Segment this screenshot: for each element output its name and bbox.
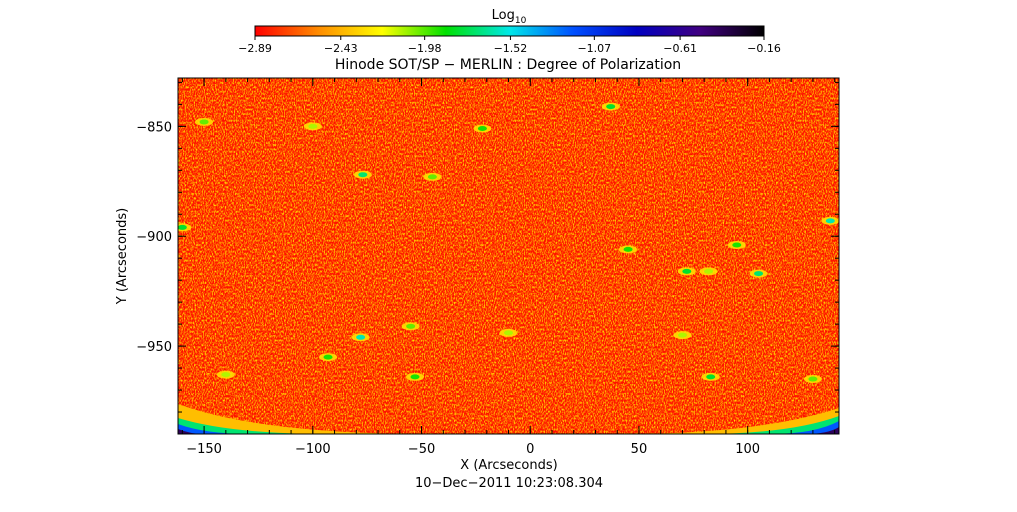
- feature-point: [704, 268, 714, 274]
- feature-point: [199, 119, 209, 125]
- feature-point: [178, 224, 187, 230]
- feature-point: [732, 242, 742, 248]
- feature-point: [358, 172, 368, 178]
- x-tick-label: 100: [735, 442, 760, 457]
- x-tick-label: −100: [295, 442, 331, 457]
- limb-edge: [178, 404, 839, 434]
- feature-point: [504, 330, 513, 336]
- feature-point: [406, 323, 416, 329]
- y-tick-label: −950: [136, 340, 172, 355]
- colorbar-frame: [254, 25, 765, 37]
- y-tick-label: −850: [136, 120, 172, 135]
- colorbar-tick-label: −1.98: [408, 42, 442, 55]
- feature-point: [410, 374, 420, 380]
- feature-point: [808, 376, 818, 382]
- colorbar-tick-label: −0.16: [747, 42, 781, 55]
- heatmap-image: [178, 78, 839, 434]
- feature-point: [308, 123, 318, 129]
- feature-point: [323, 354, 333, 360]
- polarization-features: [178, 102, 839, 384]
- colorbar-label: Log10: [492, 8, 527, 26]
- chart-title: Hinode SOT/SP − MERLIN : Degree of Polar…: [335, 57, 681, 73]
- limb-band-middle: [178, 416, 839, 434]
- feature-point: [477, 126, 487, 132]
- colorbar-gradient: [255, 26, 764, 36]
- x-tick-label: −50: [408, 442, 435, 457]
- feature-point: [706, 374, 716, 380]
- feature-point: [682, 268, 692, 274]
- x-tick-label: 50: [631, 442, 648, 457]
- colorbar: Log10 −2.89 −2.43 −1.98 −1.52 −1.07 −0.61 −0.1…: [238, 8, 781, 55]
- observation-timestamp: 10−Dec−2011 10:23:08.304: [415, 476, 603, 491]
- heatmap-speckle-texture: [178, 78, 839, 434]
- feature-point: [606, 104, 616, 110]
- y-axis-label: Y (Arcseconds): [115, 208, 130, 305]
- colorbar-tick-label: −1.52: [494, 42, 528, 55]
- x-tick-label: −150: [186, 442, 222, 457]
- feature-point: [623, 246, 633, 252]
- x-axis-ticks: −150 −100 −50 0 50 100: [181, 78, 836, 457]
- colorbar-label-subscript: 10: [515, 16, 527, 26]
- y-axis-ticks: −850 −900 −950: [136, 81, 839, 435]
- colorbar-tick-label: −2.43: [324, 42, 358, 55]
- feature-point: [754, 271, 764, 277]
- colorbar-tick-label: −2.89: [238, 42, 272, 55]
- colorbar-tick-label: −0.61: [663, 42, 697, 55]
- feature-point: [677, 332, 687, 338]
- feature-point: [427, 174, 437, 180]
- colorbar-tick-label: −1.07: [577, 42, 611, 55]
- y-tick-label: −900: [136, 230, 172, 245]
- colorbar-ticks: −2.89 −2.43 −1.98 −1.52 −1.07 −0.61 −0.16: [238, 36, 781, 55]
- x-tick-label: 0: [526, 442, 534, 457]
- feature-point: [221, 372, 231, 378]
- feature-point: [825, 218, 835, 224]
- x-axis-label: X (Arcseconds): [460, 458, 557, 473]
- feature-point: [356, 334, 366, 340]
